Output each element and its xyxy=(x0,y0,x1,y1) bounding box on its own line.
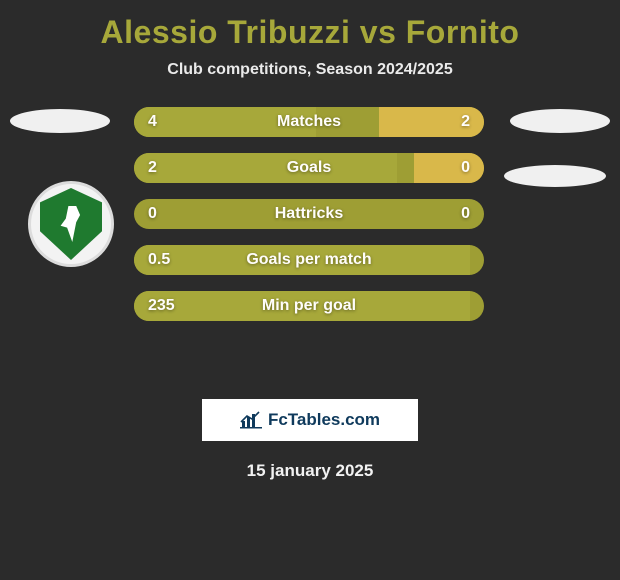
metric-bar: 42Matches xyxy=(134,107,484,137)
metric-label: Goals per match xyxy=(134,245,484,275)
metric-label: Hattricks xyxy=(134,199,484,229)
chart-icon xyxy=(240,411,262,429)
metric-bar: 235Min per goal xyxy=(134,291,484,321)
page-subtitle: Club competitions, Season 2024/2025 xyxy=(0,61,620,79)
metric-label: Matches xyxy=(134,107,484,137)
right-team-ellipse xyxy=(504,165,606,187)
page-title: Alessio Tribuzzi vs Fornito xyxy=(0,14,620,51)
metric-label: Min per goal xyxy=(134,291,484,321)
left-team-logo xyxy=(28,181,114,267)
shield-icon xyxy=(40,188,102,260)
site-watermark: FcTables.com xyxy=(202,399,418,441)
metric-bar: 00Hattricks xyxy=(134,199,484,229)
metric-label: Goals xyxy=(134,153,484,183)
comparison-card: Alessio Tribuzzi vs Fornito Club competi… xyxy=(0,0,620,481)
metric-bar: 20Goals xyxy=(134,153,484,183)
chart-area: 42Matches 20Goals 00Hattricks 0.5Goals per … xyxy=(0,107,620,377)
metric-bar: 0.5Goals per match xyxy=(134,245,484,275)
left-team-ellipse xyxy=(10,109,110,133)
watermark-text: FcTables.com xyxy=(268,410,380,430)
right-team-ellipse xyxy=(510,109,610,133)
metric-bars: 42Matches 20Goals 00Hattricks 0.5Goals per … xyxy=(134,107,484,321)
snapshot-date: 15 january 2025 xyxy=(0,461,620,481)
